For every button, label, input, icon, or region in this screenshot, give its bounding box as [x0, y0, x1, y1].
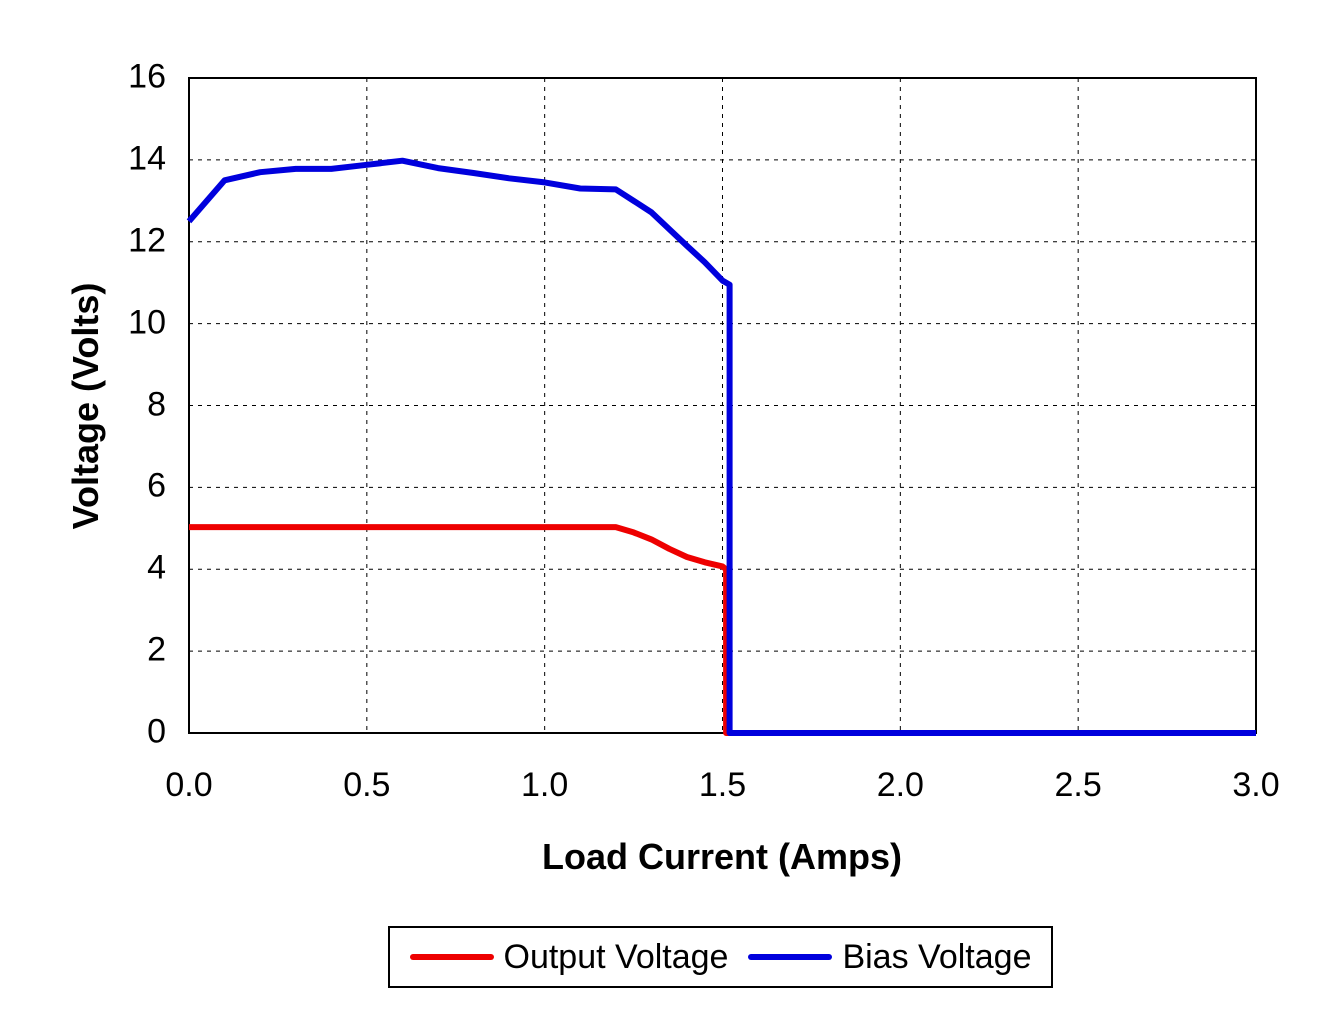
legend-label-bias-voltage: Bias Voltage — [842, 937, 1032, 976]
y-tick-label: 12 — [128, 221, 166, 260]
legend: Output Voltage Bias Voltage — [388, 926, 1053, 988]
bias-voltage-line — [186, 157, 1256, 736]
legend-item-output-voltage: Output Voltage — [409, 937, 729, 977]
x-tick-label: 0.0 — [165, 766, 213, 804]
legend-item-bias-voltage: Bias Voltage — [748, 938, 1031, 977]
y-tick-label: 2 — [147, 630, 166, 669]
y-tick-label: 6 — [147, 467, 166, 506]
plot-border — [188, 77, 1257, 734]
y-tick-label: 10 — [128, 303, 166, 342]
bias-voltage-swatch-icon — [748, 954, 833, 960]
y-tick-label: 8 — [147, 385, 166, 424]
y-tick-label: 4 — [147, 548, 166, 587]
x-tick-label: 1.0 — [521, 766, 569, 804]
x-axis-title: Load Current (Amps) — [542, 836, 902, 877]
output-voltage-line — [189, 524, 1256, 736]
y-tick-label: 14 — [128, 139, 166, 178]
x-tick-label: 3.0 — [1232, 766, 1280, 804]
legend-label-output-voltage: Output Voltage — [503, 937, 729, 976]
output-voltage-swatch-icon — [409, 954, 494, 960]
x-tick-label: 2.5 — [1054, 766, 1102, 804]
x-tick-label: 1.5 — [698, 766, 747, 804]
x-tick-label: 2.0 — [876, 766, 924, 804]
y-tick-label: 16 — [128, 57, 166, 96]
x-tick-label: 0.5 — [343, 766, 391, 804]
y-axis-title: Voltage (Volts) — [65, 282, 106, 530]
y-tick-label: 0 — [147, 712, 166, 751]
